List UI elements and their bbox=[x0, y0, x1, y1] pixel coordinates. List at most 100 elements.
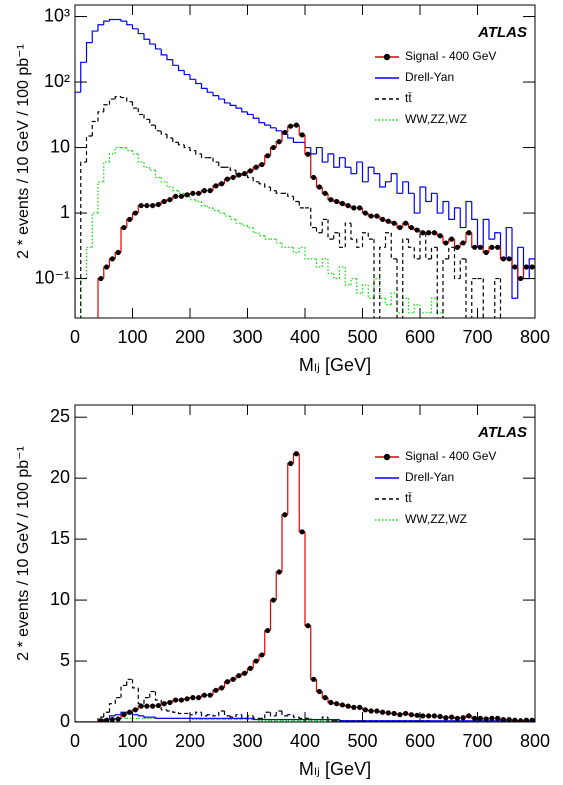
data-point bbox=[213, 687, 219, 693]
data-point bbox=[408, 712, 414, 718]
histogram-bin bbox=[154, 170, 162, 179]
histogram-bin bbox=[321, 147, 328, 163]
data-point bbox=[351, 704, 357, 710]
histogram-bin bbox=[200, 153, 208, 159]
data-point bbox=[362, 707, 368, 713]
histogram-bin bbox=[154, 691, 162, 701]
histogram-bin bbox=[85, 42, 93, 63]
data-point bbox=[454, 244, 460, 250]
histogram-bin bbox=[482, 218, 489, 248]
data-point bbox=[161, 198, 167, 205]
histogram-bin bbox=[333, 273, 340, 280]
x-tick-label: 700 bbox=[462, 731, 492, 751]
histogram-bin bbox=[166, 181, 173, 188]
histogram-bin bbox=[327, 153, 334, 163]
histogram-bin bbox=[281, 514, 288, 573]
histogram-bin bbox=[419, 304, 426, 314]
histogram-bin bbox=[361, 162, 369, 183]
histogram-bin bbox=[177, 65, 185, 72]
histogram-bin bbox=[206, 714, 213, 716]
data-point bbox=[259, 652, 265, 658]
histogram-bin bbox=[200, 83, 208, 89]
data-point bbox=[385, 710, 391, 716]
histogram-bin bbox=[264, 183, 271, 188]
data-point bbox=[132, 707, 138, 713]
histogram-bin bbox=[206, 205, 213, 209]
histogram-bin bbox=[218, 210, 225, 214]
data-point bbox=[351, 205, 357, 211]
data-point bbox=[345, 202, 351, 209]
histogram-bin bbox=[172, 186, 179, 192]
histogram-bin bbox=[338, 232, 346, 248]
histogram-bin bbox=[137, 687, 144, 705]
data-point bbox=[316, 688, 322, 695]
data-point bbox=[512, 264, 518, 270]
data-point bbox=[115, 716, 121, 722]
legend-marker bbox=[383, 453, 391, 461]
y-tick-label: 10⁻¹ bbox=[34, 267, 70, 287]
histogram-bin bbox=[356, 161, 363, 174]
histogram-bin bbox=[436, 298, 443, 314]
histogram-bin bbox=[384, 232, 392, 248]
x-tick-label: 300 bbox=[232, 731, 262, 751]
histogram-bin bbox=[177, 190, 185, 194]
histogram-bin bbox=[108, 153, 116, 163]
x-tick-label: 0 bbox=[70, 327, 80, 347]
histogram-bin bbox=[252, 718, 259, 721]
x-tick-label: 0 bbox=[70, 731, 80, 751]
histogram-bin bbox=[499, 232, 507, 260]
histogram-bin bbox=[80, 277, 87, 318]
data-point bbox=[495, 244, 501, 250]
histogram-bin bbox=[97, 111, 104, 122]
histogram-bin bbox=[310, 625, 317, 680]
data-point bbox=[224, 679, 230, 685]
histogram-bin bbox=[206, 88, 213, 93]
data-point bbox=[374, 213, 380, 219]
data-point bbox=[466, 230, 472, 236]
histogram-bin bbox=[505, 226, 512, 259]
legend-label: Signal - 400 GeV bbox=[405, 49, 496, 63]
histogram-bin bbox=[264, 122, 271, 126]
histogram-bin bbox=[154, 44, 162, 50]
histogram-bin bbox=[218, 710, 225, 716]
data-point bbox=[178, 697, 184, 703]
y-tick-label: 10 bbox=[50, 589, 70, 609]
data-point bbox=[144, 703, 150, 709]
histogram-bin bbox=[379, 173, 386, 188]
histogram-bin bbox=[430, 297, 438, 313]
histogram-bin bbox=[379, 246, 386, 318]
data-point bbox=[518, 275, 524, 282]
histogram-bin bbox=[292, 714, 300, 718]
data-point bbox=[270, 144, 276, 151]
data-point bbox=[115, 249, 121, 256]
x-tick-label: 300 bbox=[232, 327, 262, 347]
data-point bbox=[184, 696, 190, 702]
histogram-bin bbox=[298, 453, 305, 533]
histogram-bin bbox=[269, 599, 277, 631]
data-point bbox=[489, 715, 495, 721]
data-point bbox=[293, 122, 299, 128]
histogram-bin bbox=[91, 212, 98, 248]
y-axis-title: 2 * events / 10 GeV / 100 pb⁻¹ bbox=[15, 44, 32, 259]
histogram-bin bbox=[172, 711, 179, 713]
data-point bbox=[224, 176, 230, 182]
histogram-bin bbox=[459, 258, 466, 279]
histogram-bin bbox=[275, 239, 282, 244]
histogram-bin bbox=[275, 710, 282, 716]
histogram-bin bbox=[258, 118, 265, 124]
data-point bbox=[357, 704, 363, 710]
histogram-bin bbox=[229, 216, 236, 221]
histogram-bin bbox=[195, 711, 202, 715]
histogram-bin bbox=[275, 127, 282, 132]
histogram-bin bbox=[137, 714, 144, 717]
data-point bbox=[385, 218, 391, 224]
histogram-bin bbox=[333, 232, 340, 240]
histogram-bin bbox=[252, 177, 259, 183]
data-point bbox=[236, 673, 242, 679]
data-point bbox=[288, 460, 294, 467]
histogram-bin bbox=[292, 137, 300, 143]
data-point bbox=[207, 188, 213, 194]
data-point bbox=[449, 236, 455, 242]
data-point bbox=[247, 168, 253, 174]
data-point bbox=[316, 184, 322, 190]
